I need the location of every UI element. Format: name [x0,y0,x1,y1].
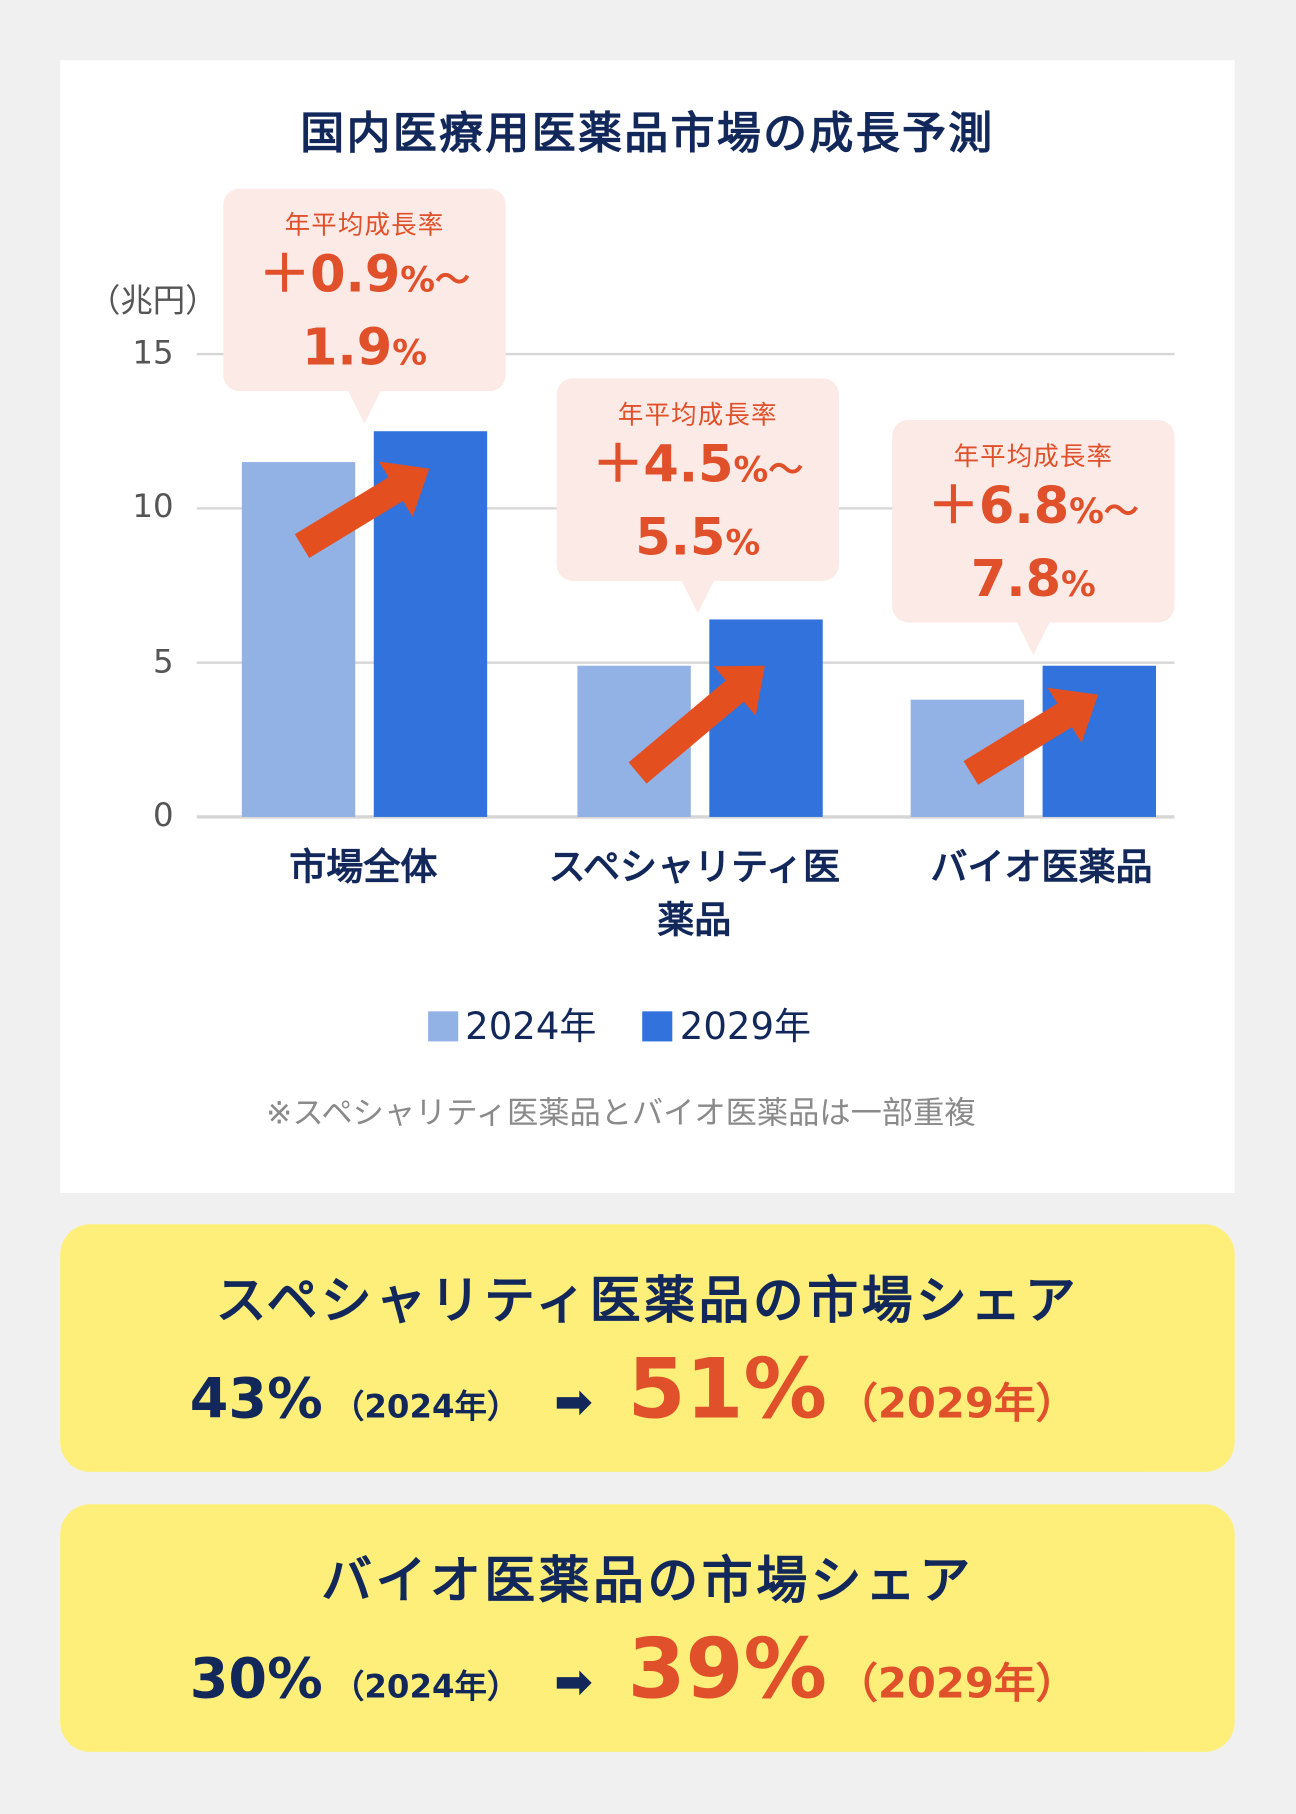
growth-callout: 年平均成長率 ＋4.5%～ 5.5% [556,378,839,614]
share-box-specialty: スペシャリティ医薬品の市場シェア 43% （2024年） ➡ 51% （2029年） [60,1224,1235,1472]
pct: % [725,523,761,564]
tilde: ～ [768,450,804,491]
growth-callout: 年平均成長率 ＋0.9%～ 1.9% [223,188,506,424]
growth-callout: 年平均成長率 ＋6.8%～ 7.8% [892,420,1175,655]
pct: % [400,260,436,301]
share-from-year: （2024年） [331,1387,520,1426]
share-from-year: （2024年） [331,1667,520,1706]
footnote: ※スペシャリティ医薬品とバイオ医薬品は一部重複 [266,1095,976,1132]
y-tick-label: 0 [152,796,174,835]
callout-value: ＋0.9 [259,245,401,305]
x-category-label: 市場全体 [289,844,438,889]
callout-label: 年平均成長率 [953,443,1114,473]
pct: % [392,333,427,374]
share-from: 30% [189,1646,323,1712]
legend-item: 2024年 [428,997,596,1050]
y-axis-unit: （兆円） [87,281,218,320]
legend-label: 2024年 [465,1004,597,1049]
share-box-bio: バイオ医薬品の市場シェア 30% （2024年） ➡ 39% （2029年） [60,1504,1235,1752]
y-tick-label: 15 [132,333,174,372]
growth-arrow-icon [628,665,765,784]
arrow-shape [963,687,1099,785]
legend-label: 2029年 [679,1004,812,1049]
x-category-label: バイオ医薬品 [930,844,1153,889]
tilde: ～ [435,260,470,301]
callout-label: 年平均成長率 [617,401,778,431]
share-to-year: （2029年） [836,1660,1078,1708]
legend: 2024年 2029年 [428,997,811,1050]
pct: % [1061,564,1096,606]
x-category-label: スペシャリティ医薬品 [548,844,840,942]
callout-label: 年平均成長率 [284,211,445,241]
arrow-right-icon: ➡ [554,1375,593,1430]
share-to: 39% [627,1620,827,1718]
growth-arrow-icon [294,461,430,559]
arrow-shape [628,665,765,784]
y-tick-label: 5 [152,642,174,681]
tilde: ～ [1103,491,1139,533]
arrow-shape [294,461,430,559]
callout-value: ＋6.8 [928,476,1070,536]
bar [709,619,823,817]
growth-arrow-icon [963,687,1099,785]
callout-value: 5.5 [635,507,726,568]
callout-value: ＋4.5 [592,435,734,495]
share-title: スペシャリティ医薬品の市場シェア [215,1271,1080,1331]
share-to: 51% [627,1339,827,1438]
callout-value: 7.8 [970,549,1062,609]
y-tick-label: 10 [132,487,174,526]
arrow-right-icon: ➡ [554,1655,593,1710]
callout-value: 1.9 [301,318,393,378]
chart-title: 国内医療用医薬品市場の成長予測 [300,107,995,159]
bar [1042,665,1156,817]
share-to-year: （2029年） [836,1380,1078,1428]
pct: % [1069,491,1104,533]
share-title: バイオ医薬品の市場シェア [321,1551,974,1611]
share-from: 43% [189,1366,323,1432]
pct: % [733,450,769,491]
legend-item: 2029年 [642,997,812,1050]
